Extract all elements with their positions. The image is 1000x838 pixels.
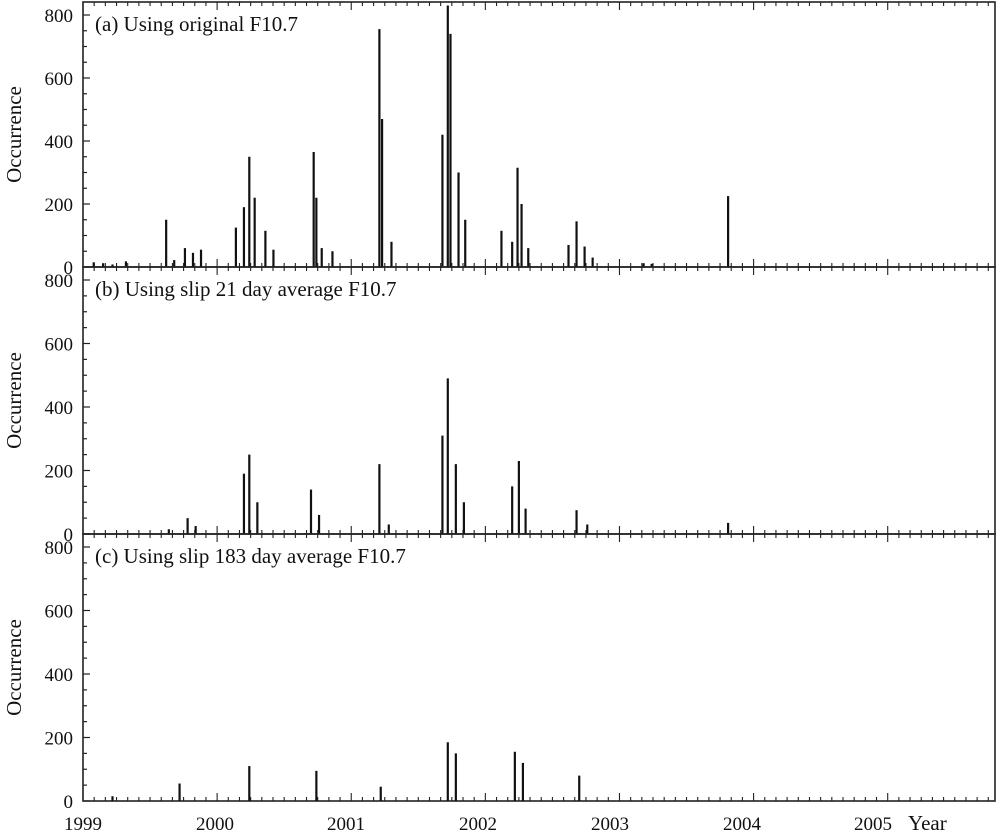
panel-frame [82, 533, 996, 802]
y-tick-label: 600 [45, 602, 74, 623]
y-tick-label: 0 [64, 525, 74, 546]
x-tick-label-2003: 2003 [591, 814, 629, 835]
y-tick-label: 200 [45, 195, 74, 216]
x-tick-label-1999: 1999 [64, 814, 102, 835]
occurrence-bars [111, 742, 581, 801]
y-tick-label: 600 [45, 69, 74, 90]
occurrence-bars [92, 5, 730, 267]
y-tick-label: 800 [45, 6, 74, 27]
y-tick-label: 200 [45, 462, 74, 483]
y-tick-label: 800 [45, 271, 74, 292]
panel-c: 0 200 400 600 800 Occurrence (c) Using slip 18… [2, 533, 996, 813]
x-tick-label-2000: 2000 [196, 814, 234, 835]
panel-title: (c) Using slip 183 day average F10.7 [95, 544, 406, 568]
x-axis-title: Year [908, 811, 947, 835]
y-axis-title: Occurrence [2, 86, 26, 183]
y-axis-title: Occurrence [2, 352, 26, 449]
y-tick-label: 0 [64, 792, 74, 813]
x-tick-label-2004: 2004 [723, 814, 762, 835]
y-tick-label: 800 [45, 538, 74, 559]
y-tick-label: 600 [45, 335, 74, 356]
panel-title: (b) Using slip 21 day average F10.7 [95, 277, 397, 301]
y-tick-label: 400 [45, 398, 74, 419]
y-axis-title: Occurrence [2, 619, 26, 716]
x-tick-label-2002: 2002 [459, 814, 497, 835]
panel-a: 0 200 400 600 800 Occurrence (a) Using origina… [2, 1, 996, 279]
y-tick-label: 400 [45, 665, 74, 686]
panel-title: (a) Using original F10.7 [95, 12, 298, 36]
x-tick-label-2005: 2005 [854, 814, 892, 835]
y-tick-label: 400 [45, 132, 74, 153]
occurrence-bars [167, 378, 730, 534]
x-tick-label-2001: 2001 [327, 814, 365, 835]
panels: 0 200 400 600 800 Occurrence (a) Using origina… [2, 1, 996, 813]
y-tick-label: 0 [64, 258, 74, 279]
y-tick-label: 200 [45, 729, 74, 750]
